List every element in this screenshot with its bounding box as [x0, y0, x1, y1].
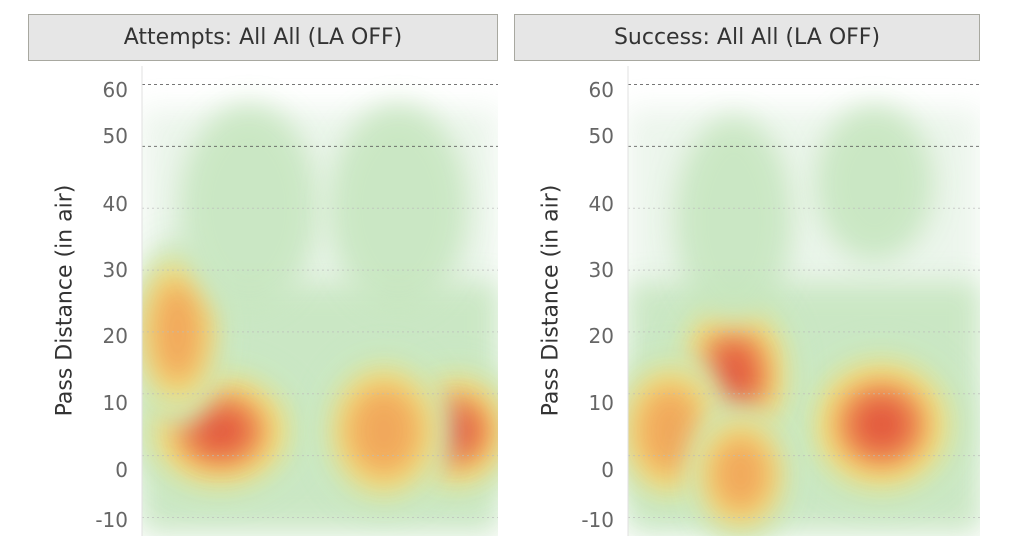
y-tick-label: 20: [102, 324, 128, 348]
y-tick-label: 0: [115, 458, 128, 482]
success-panel: Success: All All (LA OFF) Pass Distance …: [486, 0, 980, 548]
y-axis-label: Pass Distance (in air): [538, 184, 564, 417]
heatmap-hotspot: [636, 385, 704, 477]
heatmap-hotspot: [346, 385, 422, 477]
y-tick-label: -10: [95, 508, 128, 532]
heatmap-plot-attempts: [141, 66, 498, 536]
y-tick-label: 0: [601, 458, 614, 482]
y-tick-label: 50: [588, 124, 614, 148]
y-tick-label: 20: [588, 324, 614, 348]
heatmap-hotspot: [711, 435, 771, 514]
y-tick-label: 30: [588, 258, 614, 282]
y-tick-label: 30: [102, 258, 128, 282]
y-tick-label: 10: [102, 391, 128, 415]
heatmap-hotspot: [849, 394, 914, 455]
y-tick-label: -10: [581, 508, 614, 532]
panel-title: Success: All All (LA OFF): [514, 14, 980, 61]
y-axis-label: Pass Distance (in air): [52, 184, 78, 417]
y-tick-label: 50: [102, 124, 128, 148]
y-tick-label: 10: [588, 391, 614, 415]
attempts-panel: Attempts: All All (LA OFF) Pass Distance…: [0, 0, 498, 548]
y-tick-label: 40: [102, 192, 128, 216]
y-tick-label: 60: [588, 78, 614, 102]
heatmap-hotspot: [187, 404, 253, 457]
heatmap-hotspot: [815, 105, 934, 262]
panel-title: Attempts: All All (LA OFF): [28, 14, 498, 61]
heatmap-plot-success: [627, 66, 980, 536]
y-tick-label: 40: [588, 192, 614, 216]
heatmap-hotspot: [674, 116, 793, 325]
y-tick-label: 60: [102, 78, 128, 102]
